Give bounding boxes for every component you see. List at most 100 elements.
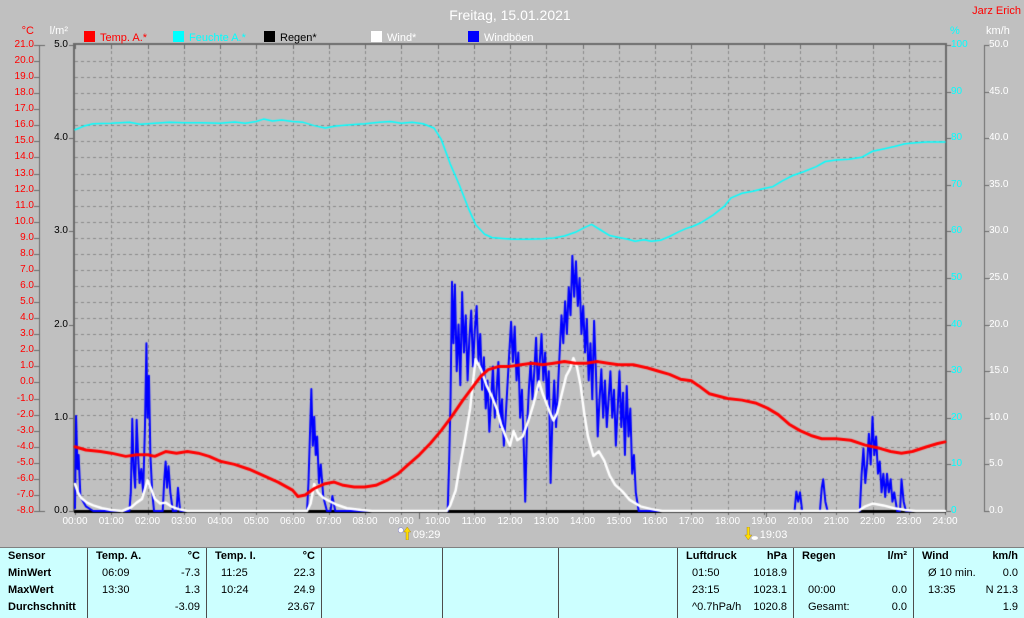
y-tick-temp: -2.0: [16, 408, 34, 420]
table-cell-value: [552, 565, 558, 582]
x-tick-label: 07:00: [316, 516, 342, 527]
y-tick-rain: 4.0: [54, 132, 68, 144]
table-row-label-column: Sensor MinWert MaxWert Durchschnitt: [0, 548, 88, 618]
table-row: 13:35 N 21.3: [914, 582, 1024, 599]
table-cell-value: [436, 599, 442, 616]
y-tick-temp: -4.0: [16, 440, 34, 452]
x-tick-label: 10:00: [424, 516, 451, 527]
x-tick-label: 16:00: [642, 516, 668, 527]
x-tick-label: 17:00: [678, 516, 704, 527]
table-cell-time: 23:15: [692, 584, 720, 596]
table-row: 10:24 24.9: [207, 582, 321, 599]
x-tick-label: 21:00: [823, 516, 849, 527]
sunrise-marker: 09:29: [397, 526, 441, 541]
table-cell-value: 1023.1: [753, 584, 787, 596]
y-tick-wind: 45.0: [989, 85, 1009, 97]
table-cell-value: 1.9: [1002, 601, 1018, 613]
table-row: ^0.7hPa/h 1020.8: [678, 599, 793, 616]
table-cell-value: [907, 565, 913, 582]
table-row: [322, 565, 442, 582]
legend-item-3: Regen*: [264, 31, 317, 44]
y-tick-temp: 2.0: [20, 344, 34, 356]
table-row: 00:00 0.0: [794, 582, 913, 599]
sensor-summary-table: Sensor MinWert MaxWert Durchschnitt Temp. A.…: [0, 547, 1024, 618]
table-header-unit: °C: [187, 550, 200, 562]
axis-title-humidity: %: [950, 25, 960, 37]
table-cell-time: Gesamt:: [808, 601, 850, 613]
table-row: 23:15 1023.1: [678, 582, 793, 599]
legend-item-5: Windböen: [468, 31, 534, 44]
y-tick-temp: 13.0: [14, 167, 34, 179]
table-header-unit: hPa: [766, 550, 787, 562]
table-cell-time: 11:25: [221, 567, 248, 579]
y-tick-wind: 5.0: [989, 458, 1003, 470]
table-cell-value: 0.0: [891, 584, 907, 596]
y-tick-temp: 21.0: [14, 39, 34, 50]
table-header-name: Regen: [802, 550, 836, 562]
y-tick-temp: 17.0: [14, 103, 34, 115]
table-cell-value: [671, 582, 677, 599]
legend-label: Temp. A.*: [100, 32, 148, 44]
y-tick-wind: 20.0: [989, 318, 1009, 330]
table-header-row: Temp. A. °C: [88, 548, 206, 565]
table-cell-time: [559, 565, 573, 582]
y-tick-wind: 0.0: [989, 505, 1003, 516]
table-cell-time: 01:50: [692, 567, 720, 579]
table-cell-value: -7.3: [181, 567, 200, 579]
y-tick-rain: 5.0: [54, 39, 68, 50]
table-column: Temp. A. °C 06:09 -7.3 13:30 1.3 -3.09: [88, 548, 207, 618]
table-row-label: Sensor: [8, 550, 46, 562]
table-cell-time: [443, 582, 457, 599]
table-row: 1.9: [914, 599, 1024, 616]
y-tick-temp: 15.0: [14, 135, 34, 147]
table-cell-value: [552, 599, 558, 616]
y-tick-humidity: 100: [951, 39, 968, 50]
sunrise-time: 09:29: [412, 529, 441, 541]
table-cell-value: 1018.9: [753, 567, 787, 579]
table-cell-time: [559, 599, 573, 616]
table-header-row: [559, 548, 677, 565]
table-row-label: Durchschnitt: [8, 601, 76, 613]
table-column: [322, 548, 443, 618]
table-header-name: [322, 548, 330, 565]
x-tick-label: 19:00: [751, 516, 777, 527]
y-tick-temp: 4.0: [20, 312, 34, 324]
table-cell-value: 0.0: [1002, 567, 1018, 579]
legend-swatch: [173, 31, 184, 42]
x-tick-label: 06:00: [279, 516, 306, 527]
axis-title-rain: l/m²: [49, 25, 68, 37]
table-row: [559, 582, 677, 599]
table-row: 06:09 -7.3: [88, 565, 206, 582]
table-header-row: [322, 548, 442, 565]
table-row: Gesamt: 0.0: [794, 599, 913, 616]
y-tick-humidity: 80: [951, 132, 963, 144]
y-tick-wind: 30.0: [989, 225, 1009, 237]
x-tick-label: 00:00: [62, 516, 88, 527]
legend-label: Regen*: [280, 32, 317, 44]
table-cell-time: Ø 10 min.: [928, 567, 976, 579]
table-cell-time: [207, 599, 221, 616]
table-row: 01:50 1018.9: [678, 565, 793, 582]
y-tick-temp: 1.0: [20, 360, 34, 372]
x-tick-label: 22:00: [859, 516, 886, 527]
x-tick-label: 05:00: [243, 516, 269, 527]
table-column: [443, 548, 559, 618]
table-header-name: Luftdruck: [686, 550, 737, 562]
x-tick-label: 20:00: [787, 516, 813, 527]
y-tick-rain: 0.0: [54, 505, 68, 516]
y-tick-temp: -6.0: [16, 472, 34, 484]
x-tick-label: 15:00: [606, 516, 632, 527]
y-tick-temp: 7.0: [20, 263, 34, 275]
axis-title-wind: km/h: [986, 25, 1010, 37]
table-cell-time: [443, 599, 457, 616]
table-row: [443, 599, 558, 616]
y-tick-humidity: 90: [951, 85, 963, 97]
sunrise-icon: [397, 526, 411, 541]
table-cell-time: 00:00: [808, 584, 836, 596]
table-header-name: [559, 548, 567, 565]
legend-swatch: [468, 31, 479, 42]
y-tick-rain: 1.0: [54, 411, 68, 423]
y-tick-temp: 11.0: [15, 199, 34, 211]
legend-label: Wind*: [387, 32, 417, 44]
